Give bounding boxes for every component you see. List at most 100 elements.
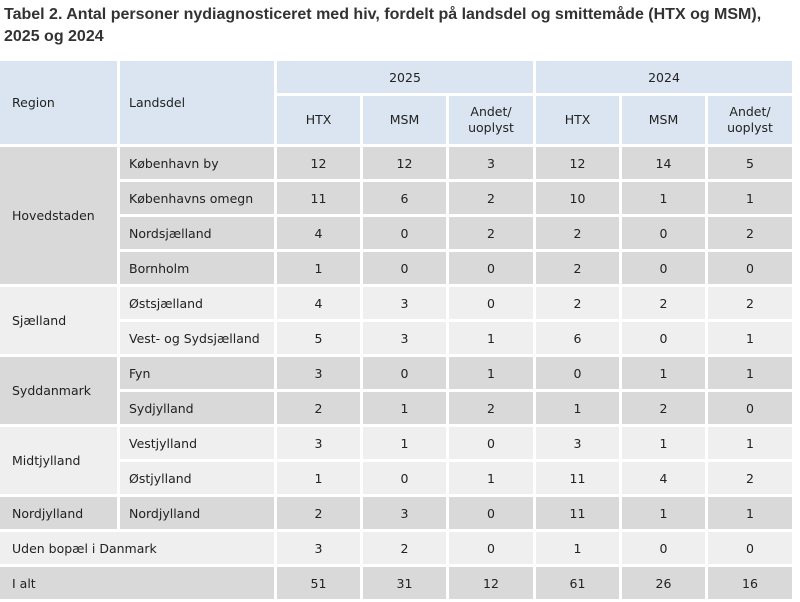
value-cell: 2 — [449, 392, 533, 424]
table-row: Bornholm 1 0 0 2 0 0 — [0, 252, 792, 284]
landsdel-cell: Bornholm — [120, 252, 274, 284]
value-cell: 2 — [536, 217, 619, 249]
summary-label: I alt — [0, 567, 274, 599]
value-cell: 3 — [363, 322, 446, 354]
header-col-htx-2024: HTX — [536, 96, 619, 144]
value-cell: 1 — [363, 427, 446, 459]
value-cell: 3 — [536, 427, 619, 459]
value-cell: 6 — [536, 322, 619, 354]
value-cell: 2 — [277, 497, 360, 529]
table-row: Sydjylland 2 1 2 1 2 0 — [0, 392, 792, 424]
value-cell: 2 — [708, 217, 792, 249]
value-cell: 2 — [449, 182, 533, 214]
value-cell: 0 — [622, 532, 705, 564]
value-cell: 1 — [708, 497, 792, 529]
value-cell: 1 — [363, 392, 446, 424]
header-col-msm-2025: MSM — [363, 96, 446, 144]
region-cell: Syddanmark — [0, 357, 117, 424]
table-row: Nordsjælland 4 0 2 2 0 2 — [0, 217, 792, 249]
header-col-andet-2024: Andet/ uoplyst — [708, 96, 792, 144]
table-row: Midtjylland Vestjylland 3 1 0 3 1 1 — [0, 427, 792, 494]
value-cell: 11 — [536, 497, 619, 529]
landsdel-cell: Københavns omegn — [120, 182, 274, 214]
value-cell: 4 — [622, 462, 705, 494]
value-cell: 61 — [536, 567, 619, 599]
landsdel-cell: Østsjælland — [120, 287, 274, 319]
value-cell: 0 — [536, 357, 619, 389]
value-cell: 3 — [449, 147, 533, 179]
value-cell: 1 — [708, 427, 792, 459]
value-cell: 0 — [708, 532, 792, 564]
value-cell: 12 — [363, 147, 446, 179]
value-cell: 31 — [363, 567, 446, 599]
header-year-2024: 2024 — [536, 61, 792, 93]
header-col-andet-2025: Andet/ uoplyst — [449, 96, 533, 144]
value-cell: 1 — [622, 497, 705, 529]
header-col-msm-2024: MSM — [622, 96, 705, 144]
value-cell: 3 — [277, 427, 360, 459]
value-cell: 0 — [449, 497, 533, 529]
landsdel-cell: Sydjylland — [120, 392, 274, 424]
value-cell: 2 — [536, 287, 619, 319]
value-cell: 1 — [708, 357, 792, 389]
value-cell: 0 — [622, 252, 705, 284]
landsdel-cell: Fyn — [120, 357, 274, 389]
value-cell: 0 — [449, 252, 533, 284]
landsdel-cell: Vest- og Sydsjælland — [120, 322, 274, 354]
value-cell: 12 — [449, 567, 533, 599]
value-cell: 16 — [708, 567, 792, 599]
region-cell: Sjælland — [0, 287, 117, 354]
value-cell: 2 — [708, 462, 792, 494]
value-cell: 0 — [449, 287, 533, 319]
table-row: Sjælland Østsjælland 4 3 0 2 2 2 — [0, 287, 792, 354]
value-cell: 26 — [622, 567, 705, 599]
hiv-diagnoses-table: Region Landsdel 2025 2024 HTX MSM Andet/… — [0, 58, 795, 602]
table-row: Vest- og Sydsjælland 5 3 1 6 0 1 — [0, 322, 792, 354]
value-cell: 6 — [363, 182, 446, 214]
value-cell: 4 — [277, 217, 360, 249]
value-cell: 1 — [622, 427, 705, 459]
value-cell: 1 — [536, 532, 619, 564]
header-region: Region — [0, 61, 117, 144]
value-cell: 1 — [708, 322, 792, 354]
value-cell: 2 — [277, 392, 360, 424]
summary-row: Uden bopæl i Danmark 3 2 0 1 0 0 — [0, 532, 792, 564]
value-cell: 5 — [277, 322, 360, 354]
value-cell: 1 — [622, 182, 705, 214]
value-cell: 0 — [363, 217, 446, 249]
table-row: Nordjylland Nordjylland 2 3 0 11 1 1 — [0, 497, 792, 529]
value-cell: 2 — [536, 252, 619, 284]
region-cell: Hovedstaden — [0, 147, 117, 284]
value-cell: 1 — [449, 322, 533, 354]
value-cell: 0 — [622, 217, 705, 249]
value-cell: 2 — [622, 287, 705, 319]
value-cell: 1 — [708, 182, 792, 214]
landsdel-cell: Østjylland — [120, 462, 274, 494]
value-cell: 12 — [536, 147, 619, 179]
header-col-htx-2025: HTX — [277, 96, 360, 144]
value-cell: 0 — [449, 532, 533, 564]
table-body: Hovedstaden København by 12 12 3 12 14 5 Københa… — [0, 147, 792, 599]
header-year-2025: 2025 — [277, 61, 533, 93]
value-cell: 0 — [449, 427, 533, 459]
value-cell: 0 — [708, 252, 792, 284]
value-cell: 0 — [363, 357, 446, 389]
value-cell: 0 — [363, 252, 446, 284]
table-title: Tabel 2. Antal personer nydiagnosticeret… — [4, 6, 762, 45]
header-landsdel: Landsdel — [120, 61, 274, 144]
value-cell: 10 — [536, 182, 619, 214]
value-cell: 0 — [363, 462, 446, 494]
value-cell: 2 — [449, 217, 533, 249]
region-cell: Midtjylland — [0, 427, 117, 494]
value-cell: 2 — [622, 392, 705, 424]
value-cell: 11 — [277, 182, 360, 214]
value-cell: 2 — [708, 287, 792, 319]
region-cell: Nordjylland — [0, 497, 117, 529]
landsdel-cell: Nordjylland — [120, 497, 274, 529]
value-cell: 3 — [277, 357, 360, 389]
value-cell: 2 — [363, 532, 446, 564]
value-cell: 0 — [708, 392, 792, 424]
value-cell: 1 — [277, 462, 360, 494]
value-cell: 3 — [363, 287, 446, 319]
value-cell: 1 — [622, 357, 705, 389]
